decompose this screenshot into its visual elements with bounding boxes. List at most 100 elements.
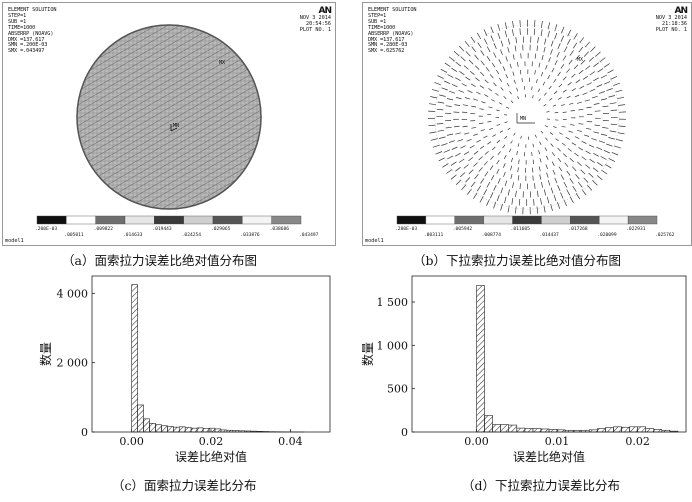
model-label: model1 [5, 238, 24, 244]
mx-label: MX [219, 60, 225, 66]
histogram-bar [196, 427, 204, 433]
legend-swatch [396, 215, 427, 225]
legend-swatch [425, 215, 455, 225]
histogram-bar [580, 429, 590, 433]
histogram-d: 0.00 0.01 0.02 0 500 1 000 1 500 误差比绝对值 数量 [360, 275, 687, 464]
histogram-bar [653, 429, 663, 433]
info-line: SMN =.200E-03 [8, 42, 48, 49]
info-line: ABSERRP (NOAVG) [368, 30, 414, 37]
legend-swatch [512, 215, 542, 225]
histogram-bar [250, 430, 257, 433]
histogram-bar [524, 428, 534, 433]
histogram-bar [262, 431, 269, 433]
legend-swatch [124, 215, 155, 225]
mesh-spokes [427, 19, 627, 215]
plot-b-info: ELEMENT SOLUTION STEP=1 SUB =1 TIME=1000… [368, 7, 417, 55]
histogram-bar [232, 430, 240, 433]
plot-a-info: ELEMENT SOLUTION STEP=1 SUB =1 TIME=1000… [8, 7, 56, 55]
info-line: SUB =1 [368, 18, 387, 25]
plot-b-header: AN NOV 3 2014 21:18:36 PLOT NO. 1 [656, 6, 689, 34]
y-tick-label: 0 [81, 426, 88, 439]
coordinate-axes [170, 124, 178, 132]
x-tick-label: 0.00 [464, 435, 489, 448]
legend-swatch [271, 215, 302, 225]
y-tick-label: 2 000 [57, 357, 89, 370]
info-line: STEP=1 [368, 12, 387, 19]
info-line: SUB =1 [8, 18, 27, 25]
legend-label: .005942 [453, 226, 473, 232]
histogram-bar [548, 429, 558, 433]
legend-label: .017268 [568, 226, 588, 232]
caption-c: （c）面索拉力误差比分布 [112, 478, 257, 493]
histogram-bar [244, 430, 251, 433]
plot-date: NOV 3 2014 [299, 15, 331, 21]
x-tick-label: 0.02 [199, 435, 224, 448]
legend-label: .022931 [626, 226, 646, 232]
caption-d: （d）下拉索拉力误差比分布 [462, 478, 621, 493]
histogram-bar [540, 428, 550, 433]
legend-swatch [483, 215, 513, 225]
info-line: ELEMENT SOLUTION [368, 7, 417, 13]
histogram-bar [564, 429, 574, 433]
x-axis-label: 误差比绝对值 [513, 449, 585, 464]
histogram-bar [661, 429, 671, 433]
mesh-outline [76, 24, 262, 210]
legend-label: .003111 [424, 232, 444, 238]
x-axis-label: 误差比绝对值 [175, 449, 247, 464]
histogram-bar [492, 424, 501, 433]
histogram-bar [184, 427, 192, 433]
histogram-bar [621, 426, 630, 433]
histogram-bar [220, 429, 228, 433]
info-line: STEP=1 [8, 12, 27, 19]
histogram-bar [669, 430, 679, 433]
legend-swatch [95, 215, 126, 225]
histogram-bar [167, 426, 174, 433]
legend-swatch [570, 215, 600, 225]
legend-label: .280E-03 [395, 226, 417, 232]
legend-label: .020099 [597, 232, 617, 238]
ansys-plot-a: ELEMENT SOLUTION STEP=1 SUB =1 TIME=1000… [2, 2, 336, 246]
legend-label: .019443 [152, 226, 172, 232]
legend-label: .033876 [240, 232, 260, 238]
histogram-bar [137, 404, 144, 433]
histogram-bar [208, 427, 216, 433]
legend-label: .009822 [94, 226, 114, 232]
y-axis-label: 数量 [38, 342, 53, 366]
histogram-bar [190, 427, 198, 433]
info-line: DMX =137.617 [8, 36, 45, 43]
ansys-plot-b: ELEMENT SOLUTION STEP=1 SUB =1 TIME=1000… [362, 2, 692, 246]
histogram-bar [202, 428, 210, 433]
histogram-bar [516, 427, 526, 433]
x-tick-label: 0.04 [278, 435, 303, 448]
legend-swatch [541, 215, 571, 225]
x-tick-label: 0.01 [545, 435, 570, 448]
y-tick-label: 4 000 [57, 287, 89, 300]
histogram-bar [508, 424, 518, 433]
histogram-bar [131, 284, 138, 433]
legend-label: .005011 [64, 232, 84, 238]
info-line: SMX =.043497 [8, 48, 45, 55]
legend-label: .024254 [182, 232, 202, 238]
y-tick-label: 0 [401, 426, 408, 439]
histogram-bar [605, 427, 614, 433]
legend-label: .029065 [211, 226, 231, 232]
histogram-bar [645, 428, 655, 433]
histogram-bar [226, 429, 234, 433]
legend-swatch [212, 215, 243, 225]
histogram-bar [214, 428, 222, 433]
histogram-bar [532, 428, 542, 433]
histogram-bar [143, 418, 150, 433]
plot-time: 20:54:56 [306, 20, 331, 27]
mesh-lines [77, 28, 261, 206]
mn-label: MN [520, 116, 526, 122]
legend-label: .014437 [539, 232, 559, 238]
info-line: SMX =.025762 [368, 48, 405, 55]
mesh-plot-a: MX MN .200E-03 .009822 .019443 .029065 .038686… [35, 24, 319, 238]
ansys-logo: AN [674, 6, 689, 16]
y-tick-label: 1 500 [377, 296, 409, 309]
histogram-bar [178, 426, 186, 433]
legend-swatch [66, 215, 96, 225]
info-line: ABSERRP (NOAVG) [8, 30, 54, 37]
model-label: model1 [365, 238, 384, 244]
legend-swatch [36, 215, 67, 225]
